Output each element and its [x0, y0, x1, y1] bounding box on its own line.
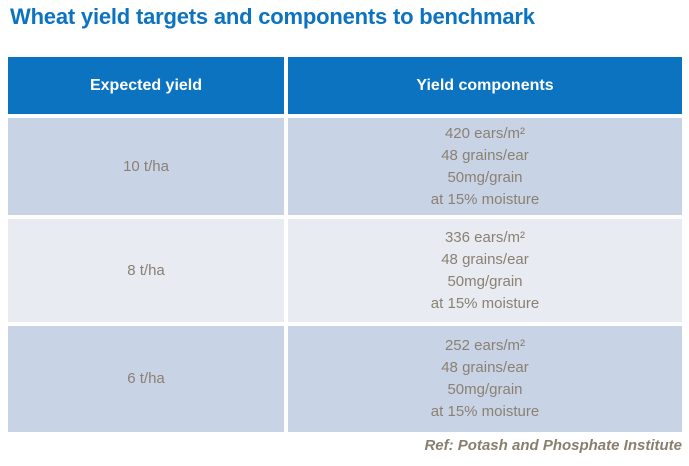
component-line: 50mg/grain	[447, 272, 523, 290]
component-line: 420 ears/m²	[444, 124, 526, 142]
component-line: 48 grains/ear	[441, 250, 529, 268]
yield-cell-8tha: 8 t/ha	[8, 219, 284, 322]
yield-cell-10tha: 10 t/ha	[8, 118, 284, 215]
components-cell-6tha: 252 ears/m² 48 grains/ear 50mg/grain at …	[288, 326, 682, 432]
component-line: at 15% moisture	[430, 190, 540, 208]
component-line: 336 ears/m²	[444, 228, 526, 246]
component-line: 48 grains/ear	[441, 359, 529, 376]
component-line: 50mg/grain	[447, 381, 523, 398]
component-line: 48 grains/ear	[441, 146, 529, 164]
reference-text: Ref: Potash and Phosphate Institute	[424, 437, 682, 454]
component-line: 50mg/grain	[447, 168, 523, 186]
header-cell-expected-yield: Expected yield	[8, 57, 284, 114]
components-cell-8tha: 336 ears/m² 48 grains/ear 50mg/grain at …	[288, 219, 682, 322]
component-line: at 15% moisture	[430, 294, 540, 312]
yield-cell-6tha: 6 t/ha	[8, 326, 284, 432]
yield-table: Expected yield Yield components 10 t/ha …	[8, 57, 682, 432]
page-title: Wheat yield targets and components to be…	[10, 4, 535, 29]
components-cell-10tha: 420 ears/m² 48 grains/ear 50mg/grain at …	[288, 118, 682, 215]
component-line: at 15% moisture	[430, 403, 540, 420]
header-cell-yield-components: Yield components	[288, 57, 682, 114]
component-line: 252 ears/m²	[444, 337, 526, 354]
